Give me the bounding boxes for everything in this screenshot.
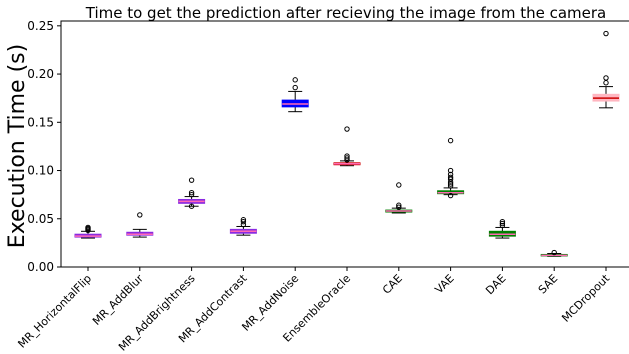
plot-area: 0.00 0.05 0.10 0.15 0.20 0.25 MR_HorizontalFli… [15, 19, 620, 354]
outlier-point [188, 190, 195, 196]
outlier-point [499, 220, 506, 227]
x-tick-label: CAE [380, 272, 405, 297]
box-group-mr-addnoise: MR_AddNoise [239, 77, 309, 334]
y-tick-label: 0.10 [27, 164, 54, 178]
y-axis-label: Execution Time (s) [5, 44, 30, 248]
outlier-point [603, 80, 609, 86]
y-tick-label: 0.00 [27, 260, 54, 274]
x-tick-label: VAE [432, 272, 456, 296]
outlier-point [292, 84, 298, 91]
x-tick-label: MCDropout [559, 271, 612, 324]
outlier-point [396, 204, 402, 210]
outlier-point [396, 182, 402, 188]
outlier-point [499, 218, 506, 225]
outlier-point [603, 30, 609, 37]
outlier-point [447, 167, 454, 174]
outlier-point [188, 191, 195, 198]
outlier-point [603, 75, 609, 81]
outlier-point [240, 218, 247, 225]
box-group-mr-addblur: MR_AddBlur [90, 212, 154, 328]
x-tick-label: MR_HorizontalFlip [15, 272, 94, 351]
y-tick-label: 0.05 [27, 212, 54, 226]
box-group-dae: DAE [483, 218, 516, 297]
outlier-point [292, 77, 298, 83]
outlier-point [551, 249, 557, 256]
x-tick-label: SAE [536, 272, 561, 297]
outlier-point [344, 126, 350, 132]
outlier-point [344, 157, 350, 163]
box-group-cae: CAE [380, 182, 413, 297]
y-tick-label: 0.15 [27, 115, 54, 129]
box-group-ensembleoracle: EnsembleOracle [280, 126, 361, 345]
plot-frame [60, 20, 629, 268]
outlier-point [85, 224, 91, 231]
y-tick-label: 0.25 [27, 19, 54, 33]
outlier-point [447, 171, 454, 178]
chart-title: Time to get the prediction after recievi… [85, 4, 607, 22]
outlier-point [344, 155, 350, 161]
outlier-point [396, 202, 402, 208]
outlier-point [447, 137, 454, 144]
outlier-point [344, 153, 350, 159]
box-group-mcdropout: MCDropout [559, 30, 620, 325]
outlier-point [447, 183, 454, 189]
outlier-point [240, 217, 247, 223]
x-tick-label: DAE [483, 272, 508, 297]
x-tick-label: MR_AddBlur [90, 272, 146, 328]
outlier-point [137, 212, 143, 218]
outlier-point [447, 174, 454, 180]
outlier-point [188, 203, 195, 209]
outlier-point [499, 222, 506, 229]
outlier-point [188, 177, 195, 183]
y-tick-label: 0.20 [27, 67, 54, 81]
box-group-sae: SAE [536, 249, 568, 297]
outlier-point [447, 192, 454, 199]
box-group-vae: VAE [432, 137, 465, 296]
